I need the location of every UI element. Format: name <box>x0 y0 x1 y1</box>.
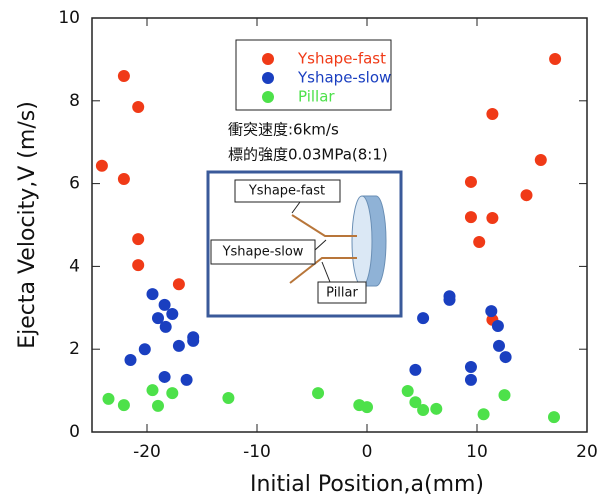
y-tick-label: 2 <box>69 339 80 359</box>
annotation: 標的強度0.03MPa(8:1) <box>228 146 388 164</box>
scatter-point <box>180 373 193 386</box>
scatter-point <box>409 363 422 376</box>
scatter-point <box>548 411 560 424</box>
scatter-point <box>152 312 164 325</box>
scatter-point <box>117 69 130 82</box>
scatter-point <box>132 233 145 246</box>
annotation: 衝突速度:6km/s <box>228 121 339 139</box>
legend-box <box>235 39 392 111</box>
scatter-point <box>138 343 151 356</box>
inset-label-box <box>210 239 316 265</box>
scatter-point <box>473 235 486 248</box>
inset-label: Yshape-fast <box>248 184 325 199</box>
scatter-point <box>417 404 430 417</box>
scatter-point <box>312 387 325 400</box>
x-tick-label: 0 <box>362 442 373 462</box>
pointer <box>321 261 331 283</box>
scatter-point <box>534 154 547 167</box>
x-tick-label: -20 <box>133 442 161 462</box>
x-tick-label: 20 <box>576 442 598 462</box>
y-tick-label: 10 <box>58 8 80 28</box>
x-axis-title: Initial Position,a(mm) <box>250 472 484 497</box>
scatter-point <box>499 351 512 364</box>
legend-label: Yshape-fast <box>297 50 386 68</box>
scatter-point <box>486 211 499 224</box>
scatter-point <box>491 320 504 333</box>
scatter-point <box>146 288 159 301</box>
scatter-point <box>132 259 145 272</box>
scatter-point <box>152 399 164 412</box>
scatter-point <box>430 402 443 415</box>
legend-label: Yshape-slow <box>297 69 391 87</box>
ejecta-line <box>289 257 357 284</box>
pointer <box>291 201 301 214</box>
scatter-point <box>498 389 511 402</box>
x-tick-label: -10 <box>243 442 271 462</box>
scatter-point <box>158 298 171 311</box>
scatter-point <box>132 101 145 114</box>
inset-diagram: Yshape-fast Yshape-slow Pillar <box>206 170 403 318</box>
inset-label: Yshape-slow <box>222 245 304 260</box>
legend-label: Pillar <box>298 88 335 106</box>
scatter-point <box>464 211 477 224</box>
scatter-point <box>486 108 499 121</box>
plot-frame <box>91 17 588 433</box>
ejecta-line <box>291 214 357 237</box>
scatter-point <box>117 399 130 412</box>
scatter-point <box>222 392 235 405</box>
scatter-point <box>187 334 200 347</box>
y-axis-title: Ejecta Velocity,V (m/s) <box>15 101 40 349</box>
inset-label-box <box>317 281 367 304</box>
scatter-point <box>443 293 456 306</box>
scatter-point <box>464 175 477 188</box>
scatter-point <box>158 370 171 383</box>
scatter-point <box>464 373 477 386</box>
scatter-point <box>417 312 430 325</box>
scatter-point <box>146 384 159 397</box>
scatter-point <box>172 278 185 291</box>
scatter-point <box>159 320 172 333</box>
scatter-point <box>485 305 498 318</box>
scatter-point <box>493 339 505 352</box>
scatter-point <box>117 173 130 186</box>
scatter-point <box>172 339 185 352</box>
scatter-point <box>520 189 533 202</box>
legend-marker <box>262 72 274 84</box>
inset-label: Pillar <box>326 286 358 301</box>
scatter-point <box>166 387 179 400</box>
y-tick-label: 6 <box>69 174 80 194</box>
y-tick-label: 4 <box>69 256 80 276</box>
inset-label-box <box>234 179 341 203</box>
legend-marker <box>262 91 274 103</box>
target-face <box>351 195 373 287</box>
scatter-point <box>409 396 422 409</box>
x-tick-label: 10 <box>466 442 488 462</box>
scatter-point <box>102 392 115 405</box>
scatter-point <box>361 401 373 414</box>
y-tick-label: 0 <box>69 422 80 442</box>
scatter-point <box>549 52 562 65</box>
scatter-point <box>124 353 137 366</box>
scatter-point <box>95 159 108 172</box>
scatter-point <box>464 361 477 374</box>
scatter-point <box>477 408 490 421</box>
scatter-point <box>166 308 179 321</box>
y-tick-label: 8 <box>69 91 80 111</box>
legend-marker <box>262 53 274 65</box>
scatter-point <box>401 385 414 398</box>
pointer <box>314 239 327 251</box>
